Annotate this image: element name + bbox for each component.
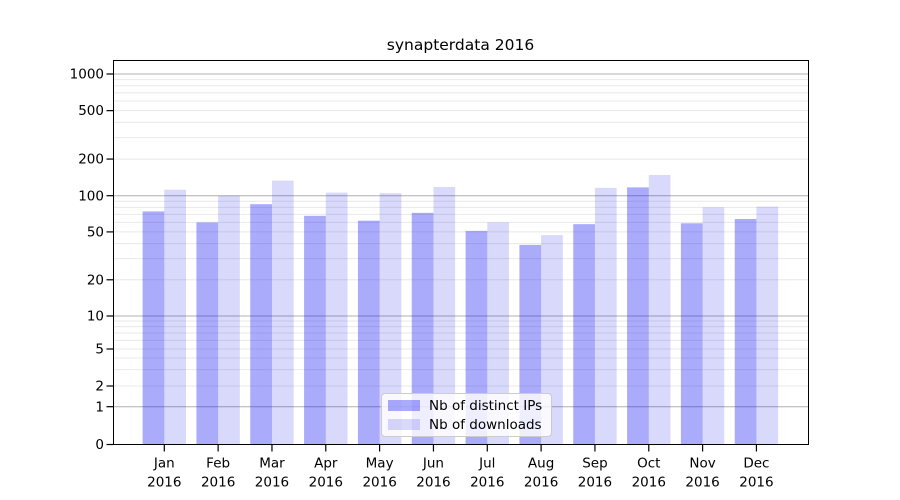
- x-tick-label-month: Feb: [206, 456, 230, 472]
- bar-downloads-sep: [594, 187, 617, 445]
- plot-border: [113, 60, 809, 445]
- x-tick-label-month: Jan: [153, 456, 175, 472]
- y-tick-label: 2: [95, 379, 104, 395]
- x-tick-label-year: 2016: [416, 475, 450, 491]
- legend-label-downloads: Nb of downloads: [429, 416, 542, 433]
- x-tick-label-month: Aug: [528, 456, 554, 472]
- bar-distinct-ips-jul: [465, 230, 488, 445]
- legend-item-downloads: Nb of downloads: [388, 416, 542, 433]
- y-tick-label: 1: [95, 399, 104, 415]
- x-tick-label-month: Apr: [314, 456, 338, 472]
- x-tick-label-month: Oct: [637, 456, 660, 472]
- chart-title: synapterdata 2016: [386, 36, 535, 54]
- legend: Nb of distinct IPs Nb of downloads: [381, 393, 553, 437]
- bar-distinct-ips-nov: [680, 223, 703, 445]
- y-tick-label: 50: [87, 225, 104, 241]
- y-tick-label: 20: [87, 272, 104, 288]
- bar-distinct-ips-mar: [250, 204, 272, 445]
- x-tick-label-year: 2016: [255, 475, 289, 491]
- bar-distinct-ips-oct: [627, 187, 649, 445]
- legend-item-distinct-ips: Nb of distinct IPs: [388, 397, 542, 414]
- bar-downloads-may: [379, 193, 402, 445]
- bar-downloads-jun: [433, 186, 456, 445]
- bar-downloads-apr: [325, 192, 348, 445]
- x-tick-label-year: 2016: [470, 475, 504, 491]
- x-tick-label-month: Mar: [259, 456, 285, 472]
- legend-swatch-downloads: [388, 419, 420, 430]
- bar-distinct-ips-jun: [411, 212, 434, 445]
- y-tick-label: 500: [78, 103, 104, 119]
- bar-distinct-ips-feb: [196, 222, 219, 445]
- x-tick-label-year: 2016: [685, 475, 719, 491]
- bar-downloads-jul: [487, 222, 509, 445]
- y-tick-label: 200: [78, 152, 104, 168]
- bar-distinct-ips-sep: [573, 224, 595, 445]
- x-tick-label-year: 2016: [578, 475, 612, 491]
- x-tick-label-month: May: [366, 456, 394, 472]
- x-tick-label-year: 2016: [524, 475, 558, 491]
- x-tick-label-year: 2016: [309, 475, 343, 491]
- x-tick-label-year: 2016: [201, 475, 235, 491]
- x-tick-label-month: Dec: [743, 456, 769, 472]
- y-tick-label: 10: [87, 309, 104, 325]
- x-tick-label-year: 2016: [147, 475, 181, 491]
- x-tick-label-month: Jun: [422, 456, 444, 472]
- bar-distinct-ips-apr: [304, 215, 326, 445]
- legend-label-distinct-ips: Nb of distinct IPs: [429, 397, 543, 414]
- y-tick-label: 1000: [70, 67, 104, 83]
- bar-distinct-ips-may: [357, 220, 380, 445]
- bar-downloads-feb: [218, 195, 240, 445]
- bar-downloads-jan: [164, 189, 186, 445]
- bar-downloads-mar: [271, 180, 294, 445]
- bar-distinct-ips-dec: [734, 219, 757, 445]
- x-tick-label-year: 2016: [632, 475, 666, 491]
- x-tick-label-month: Sep: [582, 456, 607, 472]
- x-tick-label-year: 2016: [739, 475, 773, 491]
- y-tick-label: 0: [95, 437, 104, 453]
- x-tick-label-month: Nov: [689, 456, 715, 472]
- bar-downloads-dec: [756, 206, 779, 445]
- y-tick-label: 5: [95, 342, 104, 358]
- y-tick-label: 100: [78, 188, 104, 204]
- legend-swatch-distinct-ips: [388, 400, 420, 411]
- x-tick-label-month: Jul: [478, 456, 495, 472]
- bar-downloads-aug: [541, 235, 563, 445]
- bar-distinct-ips-jan: [142, 211, 165, 445]
- bar-downloads-oct: [648, 174, 671, 445]
- bar-downloads-nov: [702, 207, 725, 445]
- x-tick-label-year: 2016: [362, 475, 396, 491]
